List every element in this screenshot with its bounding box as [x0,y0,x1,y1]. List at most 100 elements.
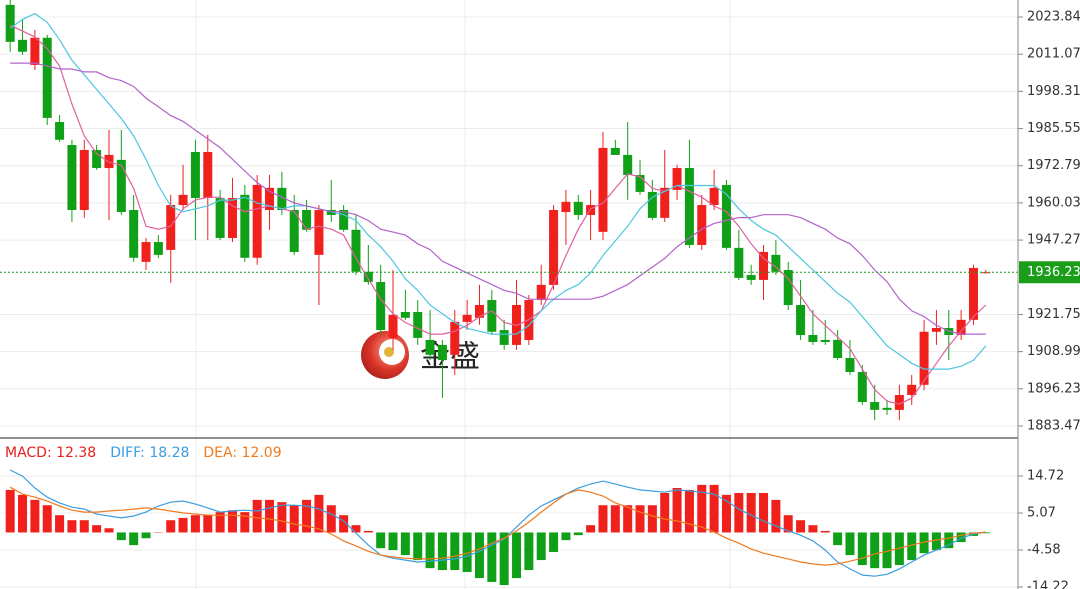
candle-body [672,168,682,190]
candle-body [18,39,28,52]
moving-average-line [9,24,987,405]
macd-bar [141,532,151,539]
macd-bar [487,532,497,582]
macd-bar [672,487,682,533]
macd-bar [734,492,744,533]
macd-bar [524,532,534,571]
macd-bar [833,532,843,546]
macd-bar [5,489,15,533]
macd-bar [820,530,830,533]
legend-entry: MACD: 12.38 [5,445,96,461]
macd-bar [684,489,694,533]
candle-body [363,271,373,282]
macd-bar [400,532,410,556]
macd-bar [647,505,657,533]
y-tick-label: 1972.79 [1027,158,1080,173]
candle-body [721,184,731,248]
macd-bar [536,532,546,561]
last-price-label: 1936.23 [1027,265,1080,280]
macd-bar [166,520,176,533]
candle-body [240,194,250,258]
macd-bar [425,532,435,569]
macd-bar [771,499,781,533]
candle-body [561,201,571,213]
macd-bar [203,515,213,533]
macd-bar [55,515,65,533]
macd-bar [129,532,139,546]
macd-bar [437,532,447,571]
candle-body [647,191,657,218]
macd-bar [796,520,806,533]
candle-body [684,168,694,245]
macd-bar [660,492,670,533]
macd-bar [870,532,880,569]
candle-body [289,209,299,252]
candle-body [857,372,867,403]
y-tick-label: 14.72 [1027,469,1064,484]
macd-bar [116,532,126,541]
macd-bar [413,532,423,561]
y-tick-label: 1960.03 [1027,195,1080,210]
candle-body [203,152,213,199]
candle-body [141,242,151,262]
y-tick-label: 1947.27 [1027,233,1080,248]
candle-body [796,304,806,335]
candle-body [55,122,65,140]
candle-body [413,311,423,338]
macd-bar [956,532,966,543]
macd-bar [240,512,250,533]
macd-bar [697,484,707,533]
y-tick-label: 1896.23 [1027,381,1080,396]
macd-bar [845,532,855,556]
macd-bar [610,505,620,533]
macd-bar [931,532,941,551]
candle-body [129,209,139,258]
y-tick-label: 1921.75 [1027,307,1080,322]
macd-bar [30,499,40,533]
y-tick-label: -4.58 [1027,543,1061,558]
candle-body [697,205,707,245]
candle-body [894,395,904,410]
candle-body [623,154,633,176]
candle-body [919,331,929,385]
candle-body [759,251,769,280]
macd-bar [808,525,818,533]
macd-bar [783,515,793,533]
candle-body [116,159,126,213]
candle-body [820,339,830,342]
macd-bar [746,492,756,533]
y-tick-label: 1985.55 [1027,121,1080,136]
macd-bar [314,494,324,533]
candle-body [882,407,892,410]
y-tick-label: -14.22 [1027,580,1069,589]
legend-entry: DIFF: 18.28 [110,445,189,461]
macd-bar [907,532,917,561]
candle-body [808,334,818,342]
macd-bar [190,515,200,533]
macd-bar [42,505,52,533]
macd-bar [79,520,89,533]
macd-bar [67,520,77,533]
macd-bar [944,532,954,549]
candle-body [67,145,77,210]
candle-body [388,314,398,338]
candle-body [709,187,719,206]
macd-bar [549,532,559,553]
candle-body [450,321,460,355]
candle-body [376,281,386,331]
macd-bar [18,494,28,533]
macd-bar [277,502,287,533]
macd-bar [215,512,225,533]
candle-body [425,339,435,355]
candle-body [302,209,312,230]
candle-body [265,187,275,210]
macd-bar [635,505,645,533]
macd-bar [265,499,275,533]
candle-body [586,205,596,215]
y-tick-label: 5.07 [1027,506,1056,521]
candle-body [166,205,176,250]
candle-body [42,37,52,118]
macd-bar [857,532,867,566]
macd-bar [351,525,361,533]
